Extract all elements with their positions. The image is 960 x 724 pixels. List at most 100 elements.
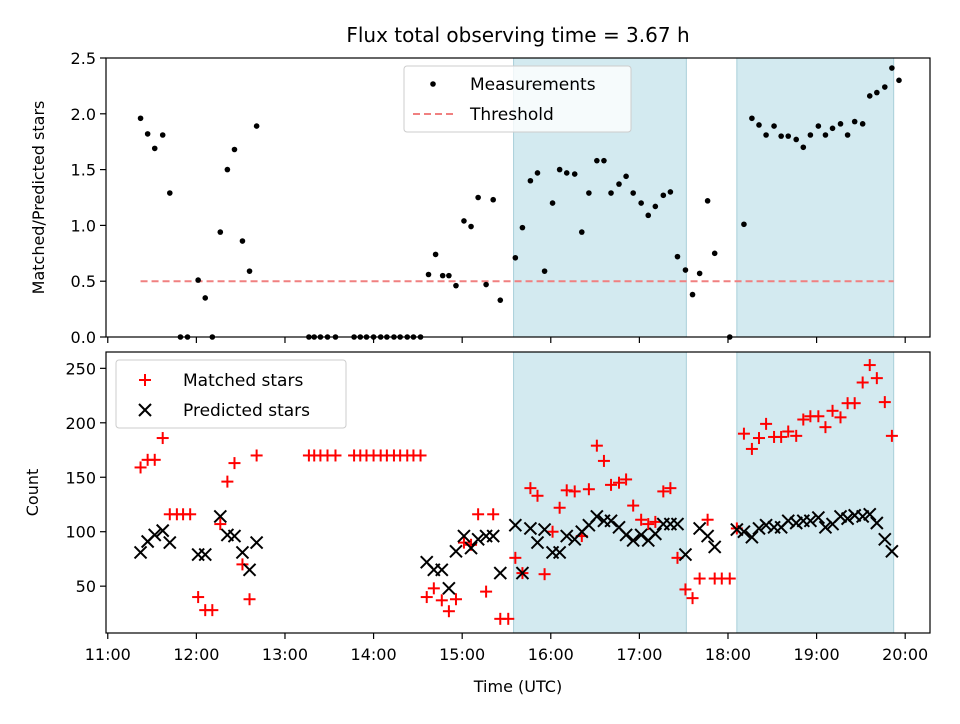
predicted-stars-point <box>515 566 530 580</box>
predicted-stars-point <box>811 510 826 525</box>
predicted-stars-point <box>590 509 604 524</box>
matched-stars-point <box>878 396 891 409</box>
matched-stars-point <box>228 457 241 470</box>
measurement-point <box>638 200 644 206</box>
matched-stars-legend-label: Matched stars <box>183 371 303 391</box>
measurement-point <box>594 157 600 164</box>
measurement-point <box>851 118 858 125</box>
matched-stars-point <box>236 558 249 571</box>
matched-stars-point <box>524 482 537 495</box>
measurement-point <box>527 177 534 184</box>
measurement-point <box>231 146 238 153</box>
x-tick-label: 17:00 <box>616 645 662 664</box>
predicted-stars-point <box>619 528 633 542</box>
predicted-stars-point <box>486 529 500 543</box>
ratio-panel: 0.0 0.5 1.0 1.5 2.0 2.5 Matched/Predicted sta… <box>29 49 931 347</box>
matched-stars-point <box>148 453 161 466</box>
matched-stars-point <box>184 508 197 521</box>
matched-stars-point <box>613 476 626 489</box>
measurement-point <box>608 190 614 196</box>
measurement-point <box>432 251 439 258</box>
y-tick-label: 150 <box>65 468 96 487</box>
matched-stars-point <box>590 439 603 452</box>
measurement-point <box>601 157 607 164</box>
x-tick-label: 13:00 <box>262 645 308 664</box>
measurement-point <box>896 77 902 84</box>
matched-stars-point <box>848 397 861 410</box>
predicted-stars-point <box>227 529 242 543</box>
measurement-point <box>711 250 718 257</box>
predicted-stars-legend-marker <box>138 403 152 417</box>
x-tick-label: 15:00 <box>439 645 485 664</box>
measurement-point <box>425 271 432 278</box>
predicted-stars-point <box>707 540 722 554</box>
measurement-point <box>224 166 231 173</box>
measurement-point <box>630 190 636 196</box>
matched-stars-point <box>679 583 692 596</box>
count-panel: 50 100 150 200 250 11:00 12:00 13:00 14:00 15:00 1… <box>23 351 931 664</box>
predicted-stars-point <box>878 532 892 547</box>
matched-stars-point <box>582 483 595 496</box>
matched-stars-point <box>642 518 655 531</box>
predicted-stars-point <box>863 507 877 521</box>
y-tick-label: 1.5 <box>71 161 96 180</box>
predicted-stars-point <box>435 563 449 577</box>
predicted-stars-point <box>745 530 759 544</box>
predicted-stars-legend-label: Predicted stars <box>183 401 310 421</box>
predicted-stars-point <box>604 514 618 528</box>
x-tick-label: 12:00 <box>173 645 219 664</box>
measurement-point <box>889 65 895 71</box>
top-legend: Measurements Threshold <box>403 65 632 133</box>
measurement-point <box>682 267 689 273</box>
measurement-point <box>844 132 851 138</box>
axes-frame <box>105 351 931 634</box>
matched-stars-point <box>649 515 662 528</box>
y-tick-label: 1.0 <box>71 216 96 235</box>
measurement-point <box>815 123 822 129</box>
predicted-stars-point <box>148 528 162 542</box>
measurement-point <box>453 282 459 289</box>
predicted-stars-point <box>493 566 507 580</box>
matched-stars-point <box>635 513 648 526</box>
matched-stars-point <box>420 591 433 604</box>
predicted-stars-point <box>213 509 228 524</box>
y-tick-label: 0.5 <box>71 272 96 291</box>
x-tick-label: 14:00 <box>351 645 397 664</box>
measurement-point <box>151 145 158 152</box>
measurement-points <box>137 65 902 340</box>
matched-stars-point <box>657 485 670 498</box>
predicted-stars-point <box>840 511 855 526</box>
measurements-legend-marker <box>430 81 436 87</box>
measurement-point <box>578 229 585 235</box>
predicted-stars-point <box>700 529 715 543</box>
predicted-stars-point <box>449 544 463 559</box>
matched-stars-point <box>568 485 581 498</box>
matched-stars-point <box>760 417 773 430</box>
measurement-point <box>563 170 570 176</box>
matched-stars-point <box>597 454 610 467</box>
measurement-point <box>741 221 747 228</box>
matched-stars-point <box>206 604 219 617</box>
measurement-point <box>195 277 201 283</box>
predicted-stars-point <box>552 545 567 560</box>
matched-stars-point <box>775 430 788 443</box>
measurement-point <box>785 133 792 139</box>
predicted-stars-point <box>648 527 663 541</box>
matched-stars-point <box>723 572 736 585</box>
measurement-point <box>859 121 866 127</box>
measurement-point <box>660 192 667 199</box>
bottom-legend-box <box>115 359 347 429</box>
x-tick-label: 18:00 <box>705 645 751 664</box>
matched-stars-point <box>546 525 559 538</box>
predicted-stars-point <box>818 520 833 535</box>
measurement-point <box>475 194 481 201</box>
count-points <box>133 359 899 625</box>
matched-stars-point <box>797 413 810 426</box>
observing-window-2 <box>736 57 895 338</box>
measurement-point <box>166 190 173 196</box>
predicted-stars-point <box>133 545 148 560</box>
predicted-stars-point <box>737 525 751 539</box>
matched-stars-point <box>863 359 876 372</box>
matched-stars-point <box>250 449 263 462</box>
